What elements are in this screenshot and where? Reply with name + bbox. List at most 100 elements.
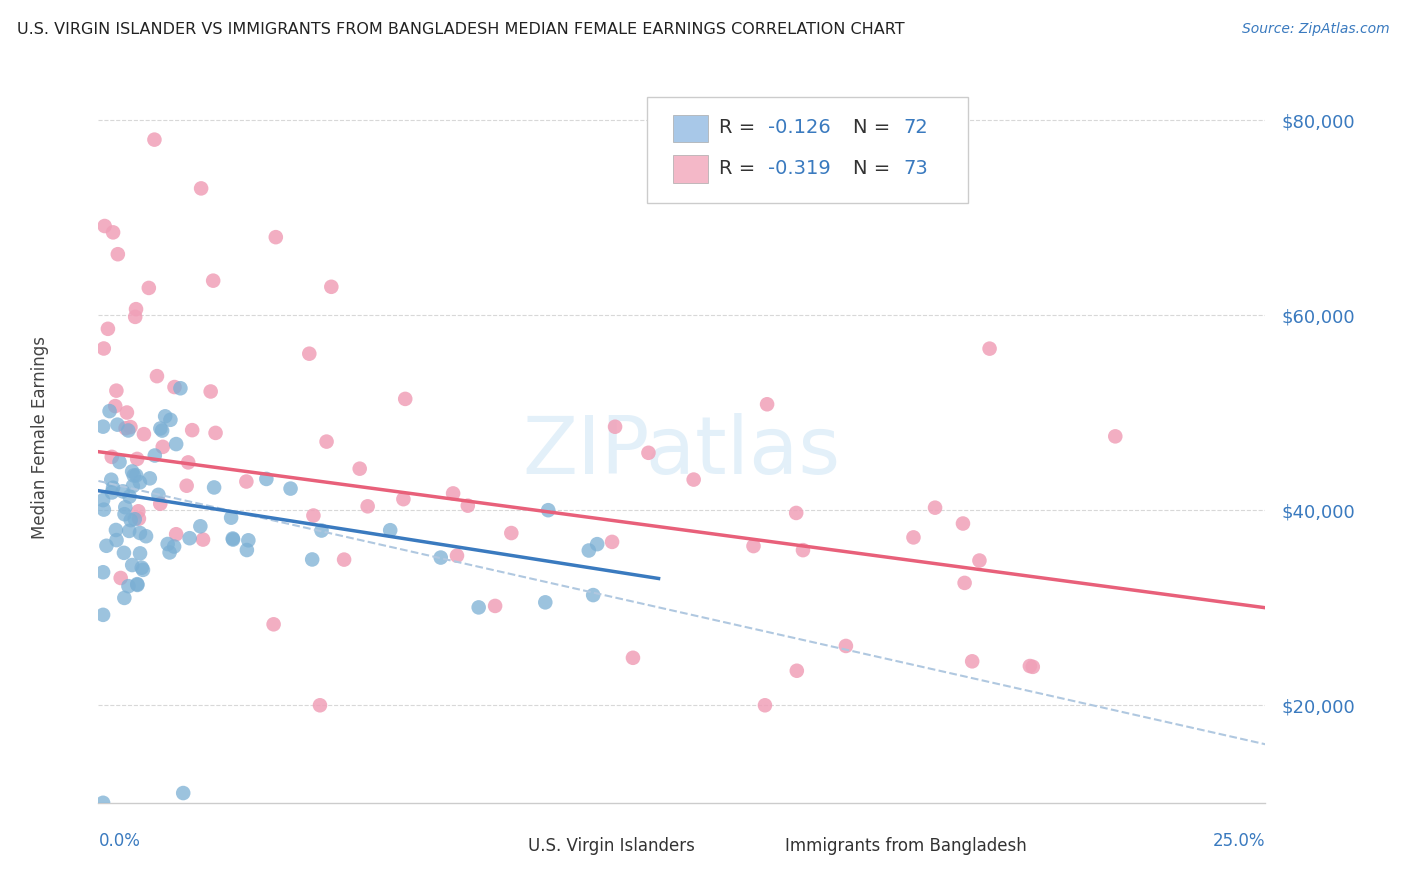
Point bbox=[172, 786, 194, 800]
Text: Source: ZipAtlas.com: Source: ZipAtlas.com bbox=[1241, 22, 1389, 37]
Point bbox=[125, 468, 148, 483]
Point bbox=[280, 482, 302, 496]
Point bbox=[98, 404, 121, 418]
Point bbox=[93, 502, 115, 516]
Text: 25.0%: 25.0% bbox=[1213, 832, 1265, 850]
Point bbox=[176, 479, 198, 493]
Point bbox=[333, 552, 356, 566]
Point bbox=[621, 650, 644, 665]
Point bbox=[235, 475, 257, 489]
Point bbox=[112, 546, 135, 560]
Point bbox=[128, 511, 150, 525]
Point bbox=[120, 420, 142, 434]
Point bbox=[115, 405, 138, 419]
Point bbox=[127, 504, 149, 518]
Point bbox=[107, 247, 129, 261]
Point bbox=[153, 409, 176, 424]
Point bbox=[143, 133, 166, 147]
Point bbox=[91, 607, 114, 622]
Text: R =: R = bbox=[720, 159, 762, 178]
Point bbox=[156, 537, 179, 551]
Point bbox=[101, 481, 124, 495]
Point bbox=[100, 450, 122, 464]
FancyBboxPatch shape bbox=[672, 114, 707, 143]
Point bbox=[309, 698, 332, 713]
Point bbox=[188, 519, 211, 533]
Point bbox=[107, 417, 129, 432]
Point bbox=[754, 698, 776, 713]
Point bbox=[124, 512, 146, 526]
Point bbox=[501, 526, 523, 541]
Point bbox=[960, 654, 983, 668]
Point bbox=[600, 535, 623, 549]
Point bbox=[582, 588, 605, 602]
Point bbox=[467, 600, 489, 615]
Point bbox=[149, 421, 172, 435]
Point bbox=[165, 527, 187, 541]
Point bbox=[121, 465, 143, 479]
Point bbox=[202, 480, 225, 494]
Point bbox=[108, 455, 131, 469]
Point bbox=[742, 539, 765, 553]
Point bbox=[110, 571, 132, 585]
Point bbox=[315, 434, 337, 449]
Point bbox=[792, 543, 814, 558]
Point bbox=[111, 484, 134, 499]
Point bbox=[446, 549, 468, 563]
Point bbox=[786, 664, 808, 678]
Point bbox=[125, 302, 148, 317]
Point bbox=[181, 423, 204, 437]
Point bbox=[238, 533, 260, 548]
Point bbox=[603, 419, 626, 434]
Point bbox=[969, 553, 991, 567]
FancyBboxPatch shape bbox=[495, 838, 520, 855]
Point bbox=[104, 523, 127, 537]
Point bbox=[953, 575, 976, 590]
Text: U.S. Virgin Islanders: U.S. Virgin Islanders bbox=[527, 837, 695, 855]
Text: N =: N = bbox=[853, 159, 897, 178]
Point bbox=[200, 384, 222, 399]
Text: 0.0%: 0.0% bbox=[98, 832, 141, 850]
Point bbox=[138, 281, 160, 295]
Point bbox=[139, 471, 162, 485]
Point bbox=[114, 421, 136, 435]
Point bbox=[104, 399, 127, 413]
Point bbox=[177, 455, 200, 469]
Point bbox=[191, 533, 214, 547]
Point bbox=[484, 599, 506, 613]
Point bbox=[534, 595, 557, 609]
Point bbox=[132, 563, 155, 577]
FancyBboxPatch shape bbox=[672, 155, 707, 183]
Point bbox=[952, 516, 974, 531]
Point bbox=[91, 493, 114, 508]
Point bbox=[146, 369, 169, 384]
Point bbox=[149, 497, 172, 511]
Point bbox=[1018, 659, 1040, 673]
Point bbox=[457, 499, 479, 513]
Point bbox=[127, 577, 149, 591]
Point bbox=[152, 440, 174, 454]
Point bbox=[93, 219, 115, 233]
Text: 73: 73 bbox=[904, 159, 928, 178]
Point bbox=[903, 530, 925, 544]
Point bbox=[101, 485, 124, 500]
Text: Immigrants from Bangladesh: Immigrants from Bangladesh bbox=[785, 837, 1026, 855]
Point bbox=[264, 230, 287, 244]
Point bbox=[222, 532, 245, 546]
Text: 72: 72 bbox=[904, 118, 928, 137]
Point bbox=[105, 533, 128, 548]
Point bbox=[302, 508, 325, 523]
Point bbox=[96, 539, 118, 553]
Point bbox=[321, 280, 343, 294]
Point bbox=[122, 468, 145, 483]
Point bbox=[127, 451, 149, 466]
Point bbox=[114, 507, 136, 521]
Point bbox=[301, 552, 323, 566]
Point bbox=[392, 492, 415, 507]
Point bbox=[112, 591, 135, 605]
Point bbox=[682, 473, 704, 487]
Text: R =: R = bbox=[720, 118, 762, 137]
Point bbox=[105, 384, 128, 398]
Point bbox=[129, 525, 152, 540]
Point bbox=[298, 347, 321, 361]
